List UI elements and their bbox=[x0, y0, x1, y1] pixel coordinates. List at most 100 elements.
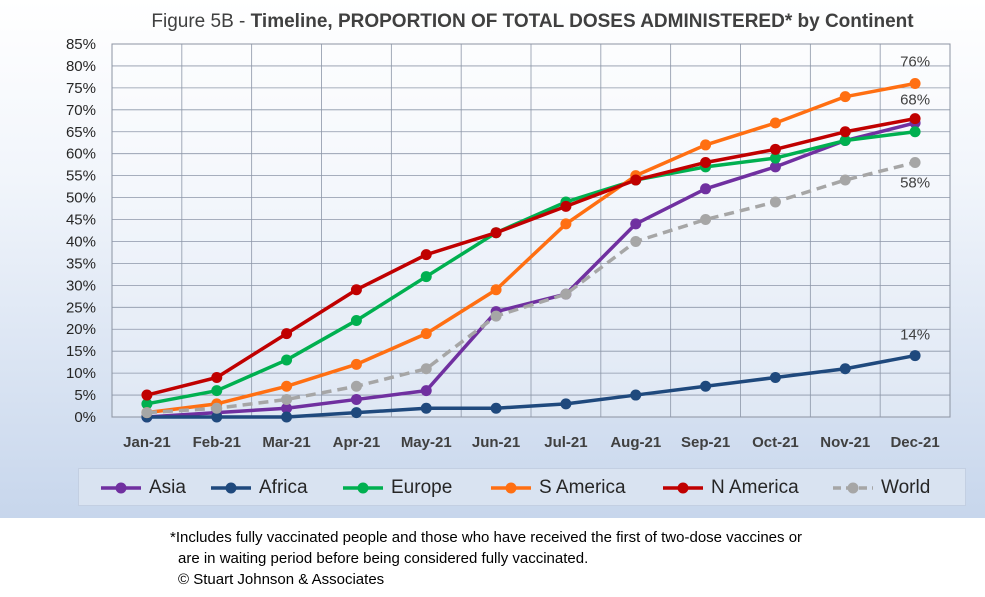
x-tick-label: Jan-21 bbox=[123, 434, 171, 451]
data-point-n-america bbox=[490, 227, 502, 239]
chart-title-prefix: Figure 5B - bbox=[151, 11, 251, 32]
y-tick-label: 55% bbox=[66, 168, 96, 185]
data-point-n-america bbox=[350, 284, 362, 296]
data-point-n-america bbox=[560, 200, 572, 212]
legend-label: Asia bbox=[149, 477, 186, 498]
data-point-world bbox=[839, 174, 851, 186]
data-point-europe bbox=[211, 385, 223, 397]
data-point-asia bbox=[420, 385, 432, 397]
annotation-label: 76% bbox=[900, 53, 930, 70]
data-point-europe bbox=[420, 271, 432, 283]
data-point-s-america bbox=[420, 328, 432, 340]
y-tick-label: 75% bbox=[66, 80, 96, 97]
data-point-world bbox=[700, 214, 712, 226]
annotation-label: 14% bbox=[900, 327, 930, 344]
y-tick-label: 15% bbox=[66, 343, 96, 360]
data-point-asia bbox=[281, 402, 293, 414]
data-point-africa bbox=[839, 363, 851, 375]
data-point-africa bbox=[560, 398, 572, 410]
footnote: *Includes fully vaccinated people and th… bbox=[170, 527, 802, 590]
data-point-asia bbox=[700, 183, 712, 195]
data-point-europe bbox=[141, 398, 153, 410]
data-point-world bbox=[560, 288, 572, 300]
data-point-asia bbox=[350, 393, 362, 405]
legend-item-world: World bbox=[831, 469, 930, 507]
data-point-n-america bbox=[420, 249, 432, 261]
data-point-world bbox=[350, 380, 362, 392]
legend-item-asia: Asia bbox=[99, 469, 186, 507]
data-point-europe bbox=[769, 152, 781, 164]
data-point-world bbox=[141, 407, 153, 419]
y-tick-label: 65% bbox=[66, 124, 96, 141]
data-point-n-america bbox=[630, 174, 642, 186]
data-point-world bbox=[769, 196, 781, 208]
annotation-label: 58% bbox=[900, 174, 930, 191]
data-point-world bbox=[281, 393, 293, 405]
x-tick-label: Jul-21 bbox=[544, 434, 587, 451]
x-tick-label: Mar-21 bbox=[262, 434, 310, 451]
legend-item-europe: Europe bbox=[341, 469, 452, 507]
legend-swatch-world bbox=[833, 482, 873, 494]
legend-swatch-africa bbox=[211, 482, 251, 494]
y-tick-label: 40% bbox=[66, 233, 96, 250]
data-point-asia bbox=[630, 218, 642, 230]
data-point-africa bbox=[630, 389, 642, 401]
x-tick-label: Jun-21 bbox=[472, 434, 520, 451]
legend-swatch-s-america bbox=[491, 482, 531, 494]
legend-swatch-europe bbox=[343, 482, 383, 494]
data-point-europe bbox=[839, 135, 851, 147]
x-tick-label: Nov-21 bbox=[820, 434, 870, 451]
y-tick-label: 85% bbox=[66, 36, 96, 53]
x-tick-label: Oct-21 bbox=[752, 434, 799, 451]
legend-label: Africa bbox=[259, 477, 308, 498]
data-point-world bbox=[420, 363, 432, 375]
data-point-world bbox=[211, 402, 223, 414]
y-tick-label: 20% bbox=[66, 321, 96, 338]
footnote-line-1: *Includes fully vaccinated people and th… bbox=[170, 529, 803, 546]
y-tick-label: 50% bbox=[66, 190, 96, 207]
legend-swatch-asia bbox=[101, 482, 141, 494]
data-point-europe bbox=[281, 354, 293, 366]
series-line-africa bbox=[146, 353, 916, 419]
legend-label: S America bbox=[539, 477, 626, 498]
y-tick-label: 80% bbox=[66, 58, 96, 75]
y-tick-label: 30% bbox=[66, 277, 96, 294]
data-point-asia bbox=[769, 161, 781, 173]
legend-item-africa: Africa bbox=[209, 469, 308, 507]
data-point-europe bbox=[909, 126, 921, 138]
y-tick-label: 10% bbox=[66, 365, 96, 382]
data-point-n-america bbox=[211, 372, 223, 384]
y-tick-label: 35% bbox=[66, 255, 96, 272]
data-point-africa bbox=[700, 380, 712, 392]
data-point-africa bbox=[420, 402, 432, 414]
series-line-europe bbox=[146, 130, 916, 406]
x-tick-label: Aug-21 bbox=[610, 434, 661, 451]
x-tick-label: Feb-21 bbox=[193, 434, 241, 451]
legend-label: Europe bbox=[391, 477, 453, 498]
series-line-asia bbox=[146, 121, 916, 419]
data-point-s-america bbox=[350, 358, 362, 370]
series-line-world bbox=[146, 160, 916, 415]
chart-legend: Asia Africa Europe S America N America World bbox=[78, 468, 966, 506]
y-tick-label: 0% bbox=[74, 409, 96, 426]
data-point-n-america bbox=[839, 126, 851, 138]
data-point-s-america bbox=[490, 284, 502, 296]
y-tick-label: 25% bbox=[66, 299, 96, 316]
x-tick-label: Apr-21 bbox=[333, 434, 381, 451]
chart-panel: Figure 5B - Timeline, PROPORTION OF TOTA… bbox=[0, 0, 985, 518]
legend-swatch-n-america bbox=[663, 482, 703, 494]
data-point-s-america bbox=[839, 91, 851, 103]
legend-label: World bbox=[881, 477, 931, 498]
legend-item-n-america: N America bbox=[661, 469, 799, 507]
y-tick-label: 5% bbox=[74, 387, 96, 404]
y-tick-label: 45% bbox=[66, 212, 96, 229]
data-point-africa bbox=[350, 407, 362, 419]
x-tick-label: May-21 bbox=[401, 434, 452, 451]
data-point-s-america bbox=[769, 117, 781, 129]
x-tick-label: Sep-21 bbox=[681, 434, 730, 451]
data-point-n-america bbox=[909, 113, 921, 125]
footnote-line-2: are in waiting period before being consi… bbox=[178, 550, 589, 567]
data-point-world bbox=[909, 156, 921, 168]
chart-title: Figure 5B - Timeline, PROPORTION OF TOTA… bbox=[0, 11, 985, 33]
legend-item-s-america: S America bbox=[489, 469, 626, 507]
